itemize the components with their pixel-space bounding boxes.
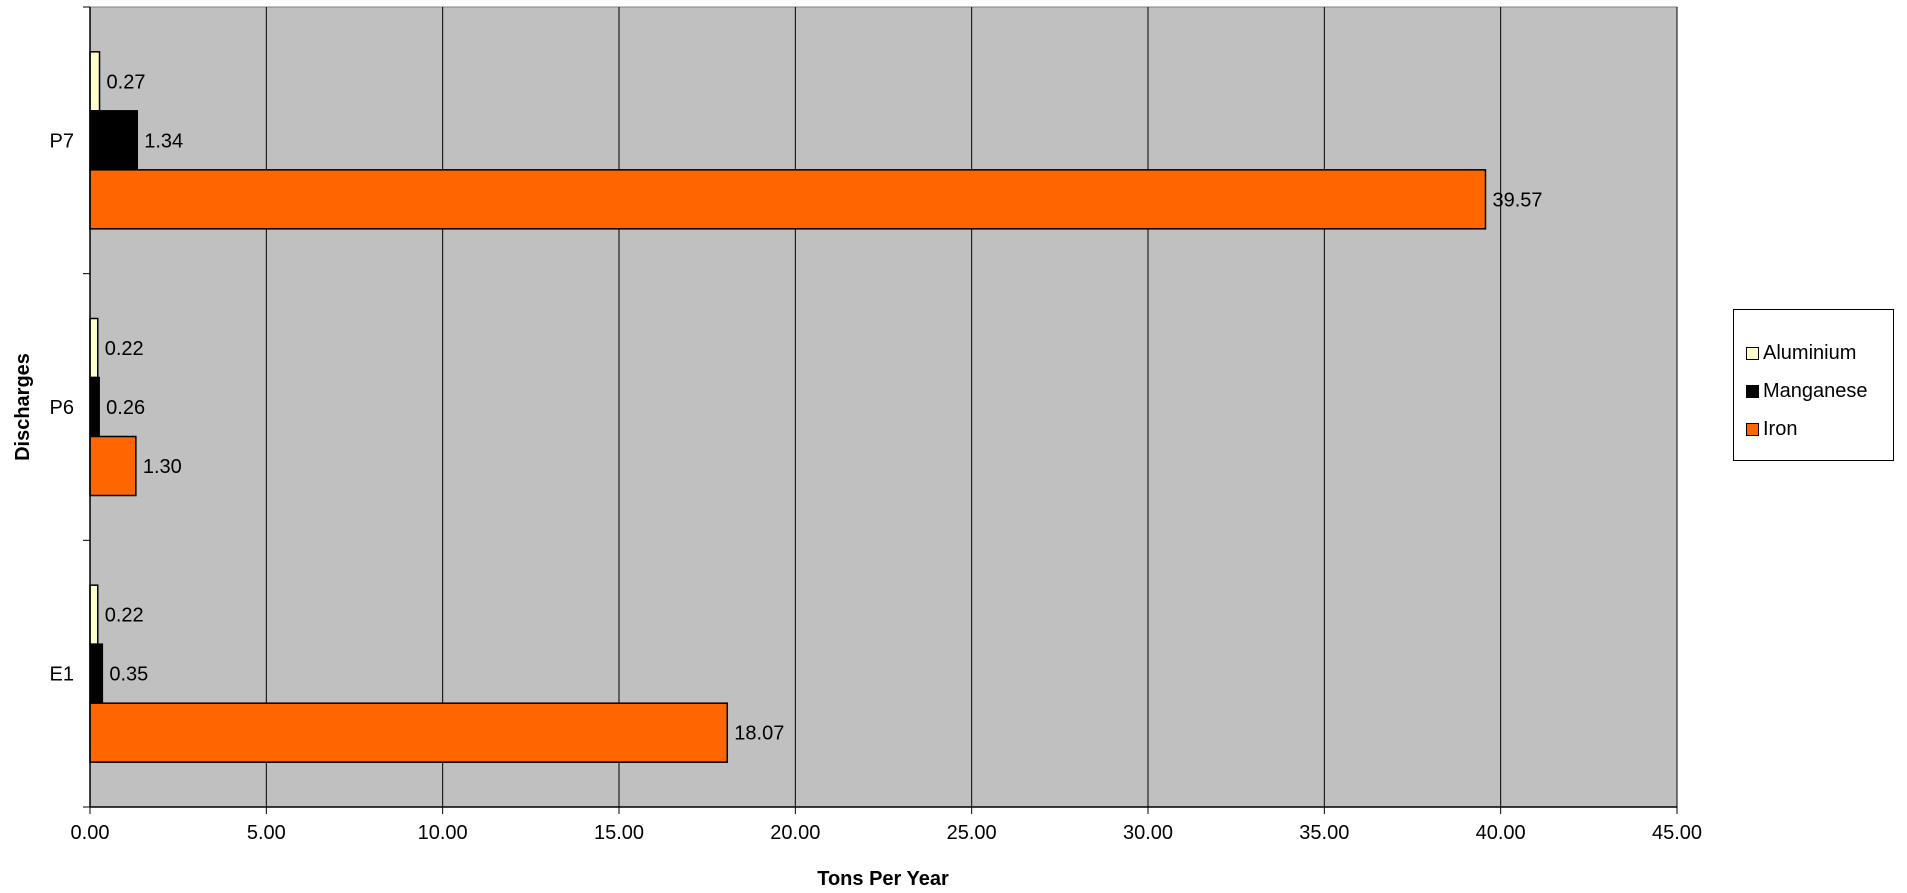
x-tick-label: 30.00 bbox=[1123, 822, 1173, 844]
x-tick-label: 0.00 bbox=[71, 822, 110, 844]
bar-manganese-p6 bbox=[89, 376, 100, 438]
x-tick-label: 45.00 bbox=[1652, 822, 1702, 844]
bar-manganese-e1 bbox=[89, 643, 104, 704]
legend-item-iron: Iron bbox=[1746, 410, 1893, 448]
y-tick-label: P6 bbox=[50, 397, 74, 419]
data-label-iron-p6: 1.30 bbox=[143, 456, 182, 478]
bar-iron-p6 bbox=[89, 435, 137, 497]
bar-manganese-p7 bbox=[89, 110, 139, 171]
plot-area bbox=[89, 6, 1678, 808]
y-tick-label: P7 bbox=[50, 130, 74, 152]
x-tick-label: 40.00 bbox=[1476, 822, 1526, 844]
data-label-iron-p7: 39.57 bbox=[1493, 189, 1543, 211]
bar-iron-p7 bbox=[89, 169, 1487, 230]
x-axis-title: Tons Per Year bbox=[817, 868, 949, 890]
bar-iron-e1 bbox=[89, 702, 729, 763]
axes: 0.00 5.00 10.00 15.00 20.00 25.00 30.00 35.00 40… bbox=[50, 6, 1702, 844]
x-tick-label: 15.00 bbox=[594, 822, 644, 844]
legend-label-iron: Iron bbox=[1763, 417, 1798, 440]
legend-swatch-iron bbox=[1746, 422, 1759, 436]
gridlines bbox=[265, 7, 1678, 807]
data-label-manganese-p6: 0.26 bbox=[106, 397, 145, 419]
data-label-iron-e1: 18.07 bbox=[734, 723, 784, 745]
legend: Aluminium Manganese Iron bbox=[1733, 309, 1894, 461]
legend-item-manganese: Manganese bbox=[1746, 372, 1893, 410]
y-tick-label: E1 bbox=[50, 664, 74, 686]
data-label-aluminium-p6: 0.22 bbox=[105, 338, 144, 360]
bar-aluminium-e1 bbox=[89, 584, 99, 645]
x-tick-label: 25.00 bbox=[947, 822, 997, 844]
bars: 0.22 0.35 18.07 0.22 0.26 1.30 0.27 1.34 39.57 bbox=[89, 51, 1543, 763]
legend-label-aluminium: Aluminium bbox=[1763, 341, 1857, 364]
data-label-manganese-p7: 1.34 bbox=[144, 130, 183, 152]
y-axis-title: Discharges bbox=[12, 353, 34, 461]
x-tick-label: 35.00 bbox=[1299, 822, 1349, 844]
legend-label-manganese: Manganese bbox=[1763, 379, 1868, 402]
data-label-manganese-e1: 0.35 bbox=[109, 664, 148, 686]
data-label-aluminium-e1: 0.22 bbox=[105, 605, 144, 627]
legend-swatch-aluminium bbox=[1746, 346, 1759, 360]
data-label-aluminium-p7: 0.27 bbox=[107, 71, 146, 93]
bar-aluminium-p6 bbox=[89, 317, 99, 379]
x-tick-label: 20.00 bbox=[770, 822, 820, 844]
bar-aluminium-p7 bbox=[89, 51, 101, 112]
legend-item-aluminium: Aluminium bbox=[1746, 334, 1893, 372]
x-tick-label: 10.00 bbox=[418, 822, 468, 844]
x-tick-label: 5.00 bbox=[247, 822, 286, 844]
legend-swatch-manganese bbox=[1746, 384, 1759, 398]
